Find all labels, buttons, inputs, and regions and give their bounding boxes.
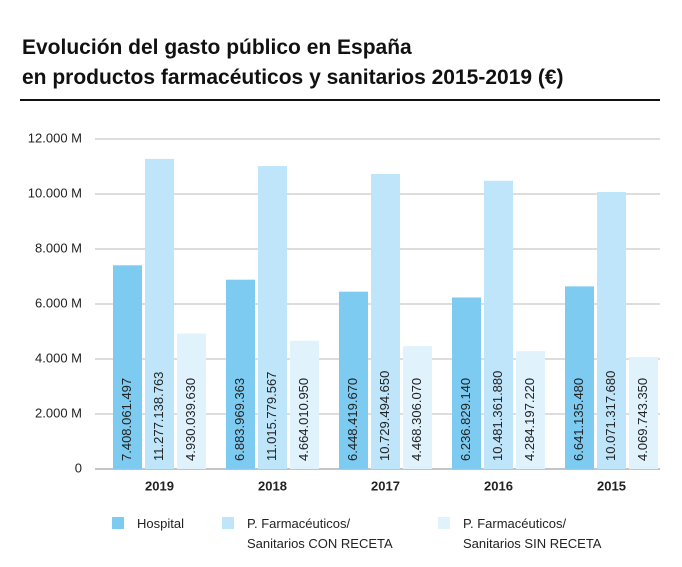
x-tick-label: 2015 xyxy=(597,478,626,493)
value-label: 10.481.361.880 xyxy=(490,371,505,461)
chart: 0 2.000 M 4.000 M 6.000 M 8.000 M 10.000 M 12.… xyxy=(28,130,660,493)
value-label: 6.448.419.670 xyxy=(345,378,360,461)
value-label: 4.069.743.350 xyxy=(635,378,650,461)
y-tick-label: 10.000 M xyxy=(28,185,82,200)
bar xyxy=(516,351,545,469)
y-tick-label: 12.000 M xyxy=(28,130,82,145)
bar xyxy=(565,286,594,469)
chart-title: Evolución del gasto público en España en… xyxy=(22,36,564,89)
value-label: 4.930.039.630 xyxy=(183,378,198,461)
bar xyxy=(629,357,658,469)
legend-label: Hospital xyxy=(137,516,184,531)
legend-label: P. Farmacéuticos/ Sanitarios SIN RECETA xyxy=(463,516,602,551)
bar xyxy=(371,173,400,469)
bar xyxy=(145,158,174,470)
y-tick-label: 8.000 M xyxy=(35,240,82,255)
bar xyxy=(339,291,368,469)
value-label: 11.277.138.763 xyxy=(151,372,166,461)
y-tick-label: 0 xyxy=(75,460,82,475)
x-tick-label: 2017 xyxy=(371,478,400,493)
x-tick-label: 2016 xyxy=(484,478,513,493)
bar xyxy=(452,297,481,469)
value-label: 6.236.829.140 xyxy=(458,378,473,461)
value-label: 4.664.010.950 xyxy=(296,378,311,461)
legend-swatch xyxy=(438,517,450,529)
bar xyxy=(226,279,255,469)
bar xyxy=(290,340,319,469)
value-label: 4.468.306.070 xyxy=(409,378,424,461)
bar xyxy=(403,346,432,469)
legend-label: P. Farmacéuticos/ Sanitarios CON RECETA xyxy=(247,516,393,551)
value-label: 4.284.197.220 xyxy=(522,378,537,461)
y-tick-label: 4.000 M xyxy=(35,350,82,365)
value-label: 10.729.494.650 xyxy=(377,371,392,461)
y-tick-label: 6.000 M xyxy=(35,295,82,310)
value-label: 11.015.779.567 xyxy=(264,372,279,461)
value-label: 6.641.135.480 xyxy=(571,378,586,461)
bar xyxy=(597,192,626,469)
x-tick-label: 2018 xyxy=(258,478,287,493)
value-label: 10.071.317.680 xyxy=(603,371,618,461)
legend-swatch xyxy=(112,517,124,529)
bar xyxy=(113,265,142,469)
value-label: 6.883.969.363 xyxy=(232,378,247,461)
legend-swatch xyxy=(222,517,234,529)
value-label: 7.408.061.497 xyxy=(119,378,134,461)
x-tick-label: 2019 xyxy=(145,478,174,493)
title-rule xyxy=(20,99,660,101)
bar xyxy=(484,180,513,469)
y-tick-label: 2.000 M xyxy=(35,405,82,420)
bar xyxy=(177,333,206,469)
bar xyxy=(258,166,287,470)
